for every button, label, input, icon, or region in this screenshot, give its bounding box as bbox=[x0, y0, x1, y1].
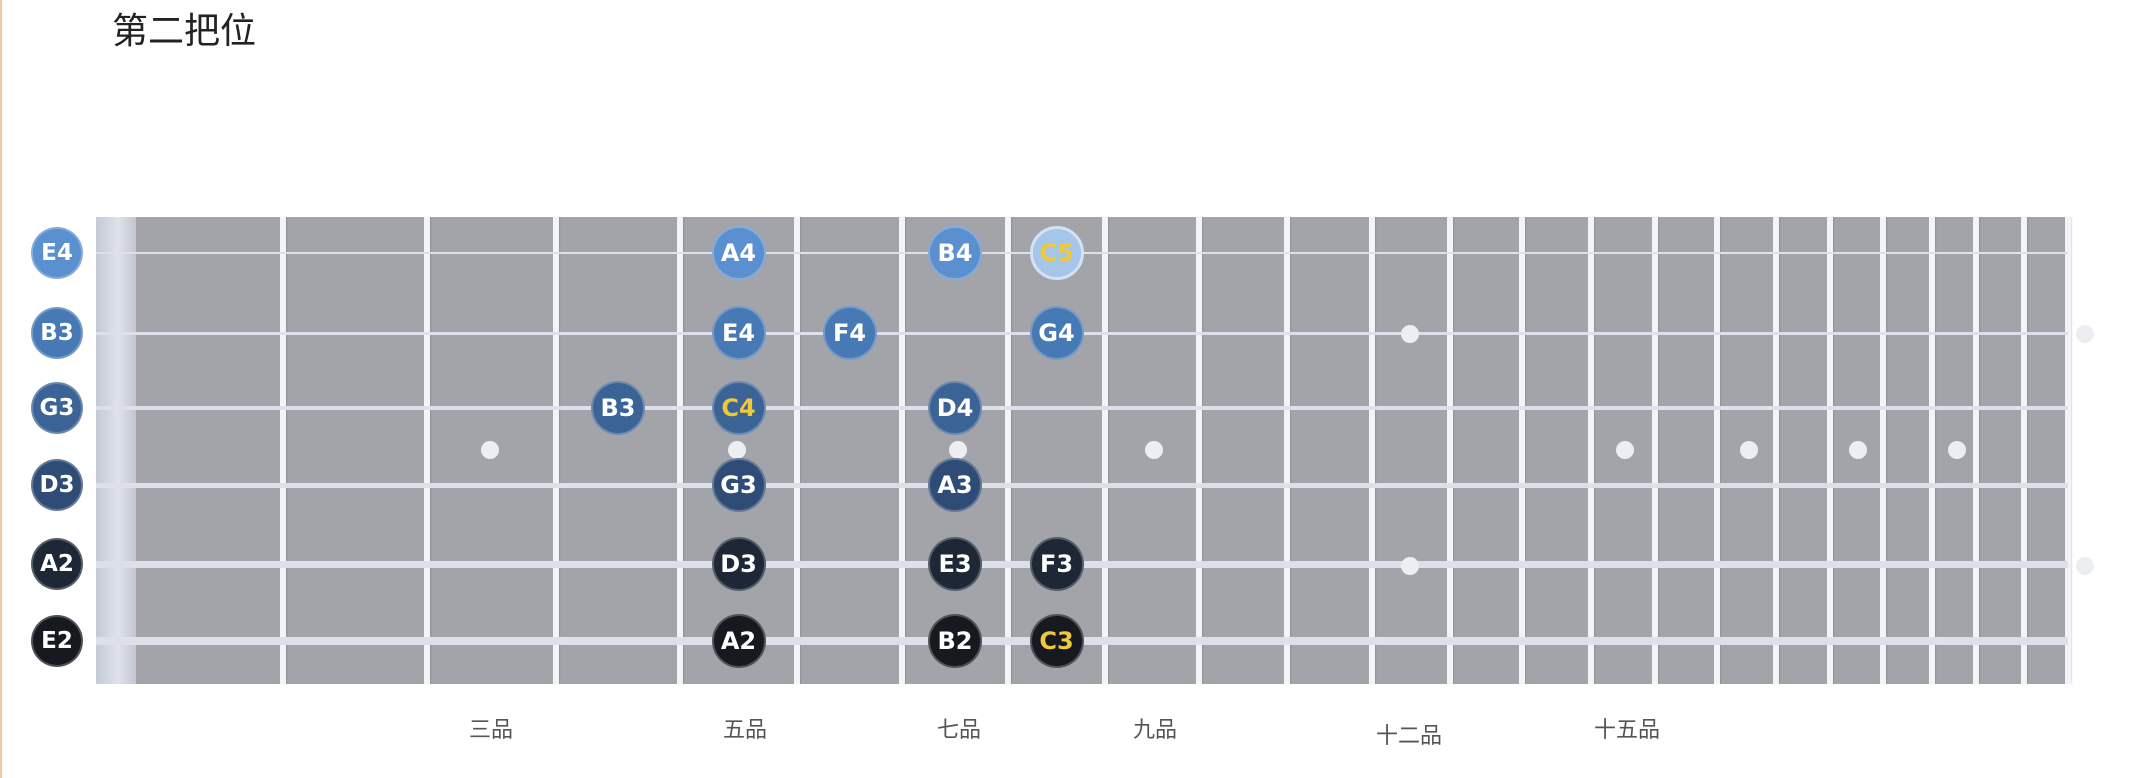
note-marker: G4 bbox=[1029, 306, 1084, 360]
note-marker: B4 bbox=[928, 226, 982, 280]
note-marker: C5 bbox=[1029, 226, 1084, 280]
fret-inlay-dot bbox=[1616, 441, 1634, 459]
note-marker: C3 bbox=[1029, 614, 1084, 668]
fret-inlay-dot bbox=[2076, 557, 2094, 575]
fret-label-9: 九品 bbox=[1132, 718, 1178, 743]
note-marker: G3 bbox=[711, 458, 766, 512]
left-edge-line bbox=[0, 0, 2, 778]
fret-label-3: 三品 bbox=[468, 718, 514, 743]
fret-wire bbox=[1284, 217, 1290, 684]
note-marker: D3 bbox=[711, 537, 766, 591]
fret-label-15: 十五品 bbox=[1593, 718, 1661, 743]
fret-wire bbox=[1773, 217, 1779, 684]
open-string-note: D3 bbox=[31, 459, 83, 511]
fret-wire bbox=[1652, 217, 1658, 684]
note-marker: F3 bbox=[1029, 537, 1084, 591]
fret-wire bbox=[1588, 217, 1594, 684]
open-string-note: E4 bbox=[31, 227, 83, 279]
fret-wire bbox=[1880, 217, 1886, 684]
note-marker: A3 bbox=[928, 458, 982, 512]
fret-wire bbox=[280, 217, 286, 684]
note-marker: D4 bbox=[928, 381, 982, 435]
note-marker: E3 bbox=[928, 537, 982, 591]
note-marker: E4 bbox=[711, 306, 766, 360]
note-marker: C4 bbox=[711, 381, 766, 435]
note-marker: A2 bbox=[711, 614, 766, 668]
open-string-note: E2 bbox=[31, 615, 83, 667]
note-marker: A4 bbox=[711, 226, 766, 280]
fret-inlay-dot bbox=[1740, 441, 1758, 459]
fret-label-12: 十二品 bbox=[1375, 724, 1443, 749]
fret-wire bbox=[899, 217, 905, 684]
fret-wire bbox=[1519, 217, 1525, 684]
fret-inlay-dot bbox=[2076, 325, 2094, 343]
fret-wire bbox=[553, 217, 559, 684]
fret-inlay-dot bbox=[1145, 441, 1163, 459]
note-marker: F4 bbox=[822, 306, 877, 360]
fret-inlay-dot bbox=[1401, 325, 1419, 343]
fret-inlay-dot bbox=[1849, 441, 1867, 459]
fret-wire bbox=[1102, 217, 1108, 684]
fret-wire bbox=[1447, 217, 1453, 684]
fret-wire bbox=[677, 217, 683, 684]
nut bbox=[96, 217, 136, 684]
fret-wire bbox=[1973, 217, 1979, 684]
fret-wire bbox=[2065, 217, 2071, 684]
note-marker: B2 bbox=[928, 614, 982, 668]
fret-wire bbox=[2021, 217, 2027, 684]
string-4 bbox=[96, 482, 2068, 488]
fret-wire bbox=[1196, 217, 1202, 684]
fret-inlay-dot bbox=[728, 441, 746, 459]
open-string-note: A2 bbox=[31, 538, 83, 590]
string-3 bbox=[96, 406, 2068, 410]
fret-label-7: 七品 bbox=[936, 718, 982, 743]
fret-inlay-dot bbox=[949, 441, 967, 459]
note-marker: B3 bbox=[591, 381, 645, 435]
fret-inlay-dot bbox=[1948, 441, 1966, 459]
fret-wire bbox=[1929, 217, 1935, 684]
fret-wire bbox=[1714, 217, 1720, 684]
fret-wire bbox=[1005, 217, 1011, 684]
fret-inlay-dot bbox=[481, 441, 499, 459]
page-title: 第二把位 bbox=[112, 11, 257, 52]
fret-inlay-dot bbox=[1401, 557, 1419, 575]
fret-wire bbox=[794, 217, 800, 684]
fret-label-5: 五品 bbox=[722, 718, 768, 743]
fret-wire bbox=[1827, 217, 1833, 684]
open-string-note: B3 bbox=[31, 307, 83, 359]
fret-wire bbox=[424, 217, 430, 684]
fret-wire bbox=[1369, 217, 1375, 684]
open-string-note: G3 bbox=[31, 382, 83, 434]
